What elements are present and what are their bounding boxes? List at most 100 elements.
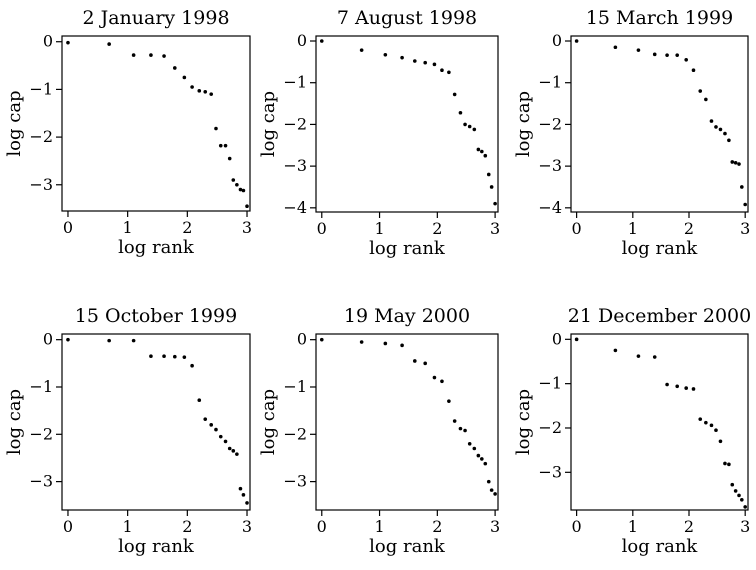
scatter-panel-4: 15 October 1999 0 1 2 3 −3 −2 −1 0 log rank log ca… xyxy=(4,305,252,557)
data-point xyxy=(613,348,618,353)
data-point xyxy=(447,70,451,75)
x-axis-label: log rank xyxy=(118,237,195,258)
y-tick-label: −1 xyxy=(283,73,307,92)
data-point xyxy=(66,40,70,45)
x-axis-label: log rank xyxy=(118,536,195,557)
data-point xyxy=(107,42,111,46)
x-tick-label: 2 xyxy=(432,219,442,238)
data-point xyxy=(652,52,657,57)
data-point xyxy=(730,160,735,164)
panel-title: 19 May 2000 xyxy=(344,305,470,327)
panel-title: 15 October 1999 xyxy=(75,305,237,327)
x-tick-label: 1 xyxy=(374,517,384,536)
data-point xyxy=(727,138,731,143)
data-point xyxy=(235,182,239,187)
data-point xyxy=(214,427,218,432)
data-point xyxy=(413,59,417,63)
plot-frame xyxy=(315,333,499,511)
data-point xyxy=(107,338,111,343)
data-point xyxy=(440,68,444,72)
data-point xyxy=(684,57,688,62)
data-point xyxy=(483,153,488,158)
data-point xyxy=(400,343,404,348)
data-point xyxy=(458,426,463,431)
data-point xyxy=(400,55,404,60)
data-point xyxy=(423,361,428,366)
data-point xyxy=(574,337,579,342)
data-point xyxy=(714,428,718,433)
data-point xyxy=(197,398,202,403)
data-point xyxy=(472,446,477,451)
data-point xyxy=(740,498,744,502)
data-point xyxy=(691,387,696,391)
data-point xyxy=(489,185,494,189)
x-tick-label: 0 xyxy=(572,219,582,238)
x-tick-label: 3 xyxy=(740,517,750,536)
y-axis-label: log cap xyxy=(258,389,279,455)
panel-title: 15 March 1999 xyxy=(586,7,733,29)
y-tick-label: −3 xyxy=(29,175,53,194)
data-point xyxy=(319,39,324,43)
y-tick-label: 0 xyxy=(297,330,307,349)
data-point xyxy=(423,60,428,65)
data-point xyxy=(383,52,388,57)
y-tick-label: −3 xyxy=(538,462,562,481)
data-point xyxy=(613,45,618,50)
data-point xyxy=(238,486,243,491)
y-axis-label: log cap xyxy=(513,389,534,455)
data-point xyxy=(359,48,364,52)
y-tick-label: −4 xyxy=(283,198,307,217)
y-tick-label: 0 xyxy=(552,329,562,348)
y-tick-label: −3 xyxy=(538,156,562,175)
x-tick-label: 3 xyxy=(242,218,252,237)
data-point xyxy=(203,417,208,421)
data-point xyxy=(413,359,417,363)
x-tick-label: 0 xyxy=(317,517,327,536)
data-point xyxy=(190,85,194,89)
plot-frame xyxy=(61,333,251,511)
data-point xyxy=(740,185,744,189)
x-tick-label: 1 xyxy=(374,219,384,238)
y-axis-label: log cap xyxy=(513,91,534,157)
data-point xyxy=(432,62,437,67)
data-point xyxy=(698,417,703,421)
data-point xyxy=(227,156,232,161)
data-point xyxy=(452,419,457,423)
plot-frame xyxy=(570,35,749,213)
data-point xyxy=(231,178,236,182)
x-tick-label: 2 xyxy=(684,219,694,238)
x-axis-label: log rank xyxy=(622,536,699,557)
y-tick-label: 0 xyxy=(43,330,53,349)
y-tick-label: −1 xyxy=(538,73,562,92)
data-point xyxy=(463,428,467,433)
data-point xyxy=(440,379,444,384)
data-point xyxy=(723,461,727,466)
x-tick-label: 2 xyxy=(182,218,192,237)
data-point xyxy=(675,384,679,389)
data-point xyxy=(383,341,388,346)
y-tick-label: −1 xyxy=(538,374,562,393)
data-point xyxy=(486,172,491,177)
x-tick-label: 0 xyxy=(63,517,73,536)
data-point xyxy=(131,338,136,343)
data-point xyxy=(467,124,472,129)
scatter-panel-2: 7 August 1998 0 1 2 3 −4 −3 −2 −1 0 log rank log ca… xyxy=(258,7,500,259)
data-point xyxy=(214,126,218,131)
x-tick-label: 3 xyxy=(740,219,750,238)
x-tick-label: 2 xyxy=(182,517,192,536)
data-point xyxy=(131,53,136,57)
data-point xyxy=(489,488,494,492)
data-point xyxy=(173,66,177,70)
data-point xyxy=(709,423,714,428)
data-point xyxy=(493,201,497,206)
data-point xyxy=(463,122,467,127)
y-tick-label: −2 xyxy=(538,114,562,133)
data-point xyxy=(162,354,166,359)
data-point xyxy=(173,354,177,359)
plot-frame xyxy=(570,333,749,511)
panel-title: 21 December 2000 xyxy=(568,305,751,327)
y-axis-label: log cap xyxy=(258,91,279,157)
data-point xyxy=(235,452,239,456)
data-point xyxy=(241,188,246,193)
